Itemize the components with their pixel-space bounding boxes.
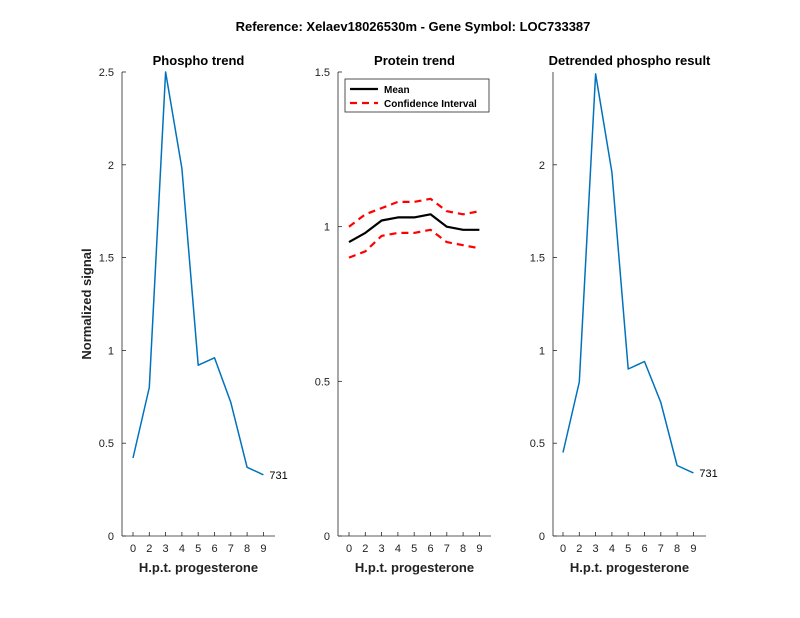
series-line-2 [348,228,480,259]
plot-area [122,72,275,536]
series-line-0 [562,73,694,474]
y-tick-label: 1.5 [530,253,545,265]
point-annotation: 731 [699,468,717,480]
x-tick-label: 9 [260,543,266,555]
x-tick-label: 8 [460,543,466,555]
x-tick-label: 6 [211,543,217,555]
y-tick-label: 0 [108,531,114,543]
x-tick-label: 8 [244,543,250,555]
x-tick-label: 2 [576,543,582,555]
x-tick-label: 5 [411,543,417,555]
series-line-0 [132,71,264,476]
x-tick-label: 5 [195,543,201,555]
plot-area [553,72,706,536]
x-tick-label: 0 [130,543,136,555]
x-tick-label: 4 [395,543,401,555]
x-axis-label: H.p.t. progesterone [139,560,258,575]
y-tick-label: 1 [324,222,330,234]
panel-title: Protein trend [374,53,455,68]
x-tick-label: 0 [346,543,352,555]
y-tick-label: 0.5 [530,438,545,450]
y-tick-label: 2 [539,160,545,172]
x-tick-label: 7 [658,543,664,555]
y-tick-label: 1 [108,345,114,357]
x-tick-label: 7 [228,543,234,555]
x-tick-label: 7 [444,543,450,555]
x-tick-label: 2 [362,543,368,555]
figure-title: Reference: Xelaev18026530m - Gene Symbol… [236,19,591,34]
x-tick-label: 9 [690,543,696,555]
x-tick-label: 3 [379,543,385,555]
panel-title: Detrended phospho result [549,53,711,68]
series-line-1 [348,197,480,228]
series-line-0 [348,213,480,244]
point-annotation: 731 [269,470,287,482]
panel-title: Phospho trend [153,53,245,68]
x-tick-label: 3 [163,543,169,555]
x-tick-label: 2 [146,543,152,555]
y-tick-label: 0.5 [315,376,330,388]
x-tick-label: 0 [560,543,566,555]
x-tick-label: 6 [427,543,433,555]
y-tick-label: 2.5 [99,67,114,79]
legend-box [344,78,490,113]
legend: Mean Confidence Interval [344,78,490,113]
y-tick-label: 1 [539,345,545,357]
y-tick-label: 0.5 [99,438,114,450]
y-tick-label: 0 [539,531,545,543]
y-axis-label: Normalized signal [79,248,94,359]
y-tick-label: 1.5 [99,253,114,265]
panel-phospho-trend: Phospho trend H.p.t. progesterone Normaliz… [79,53,288,575]
y-tick-label: 1.5 [315,67,330,79]
plot-area [338,72,491,536]
x-tick-label: 9 [476,543,482,555]
x-tick-label: 4 [609,543,615,555]
y-tick-label: 0 [324,531,330,543]
x-tick-label: 5 [625,543,631,555]
legend-label: Mean [384,85,410,96]
panel-detrended-phospho: Detrended phospho result H.p.t. progester… [530,53,718,575]
y-tick-label: 2 [108,160,114,172]
x-tick-label: 3 [593,543,599,555]
x-tick-label: 4 [179,543,185,555]
x-axis-label: H.p.t. progesterone [355,560,474,575]
x-axis-label: H.p.t. progesterone [570,560,689,575]
legend-label: Confidence Interval [384,99,477,110]
x-tick-label: 8 [674,543,680,555]
x-tick-label: 6 [641,543,647,555]
